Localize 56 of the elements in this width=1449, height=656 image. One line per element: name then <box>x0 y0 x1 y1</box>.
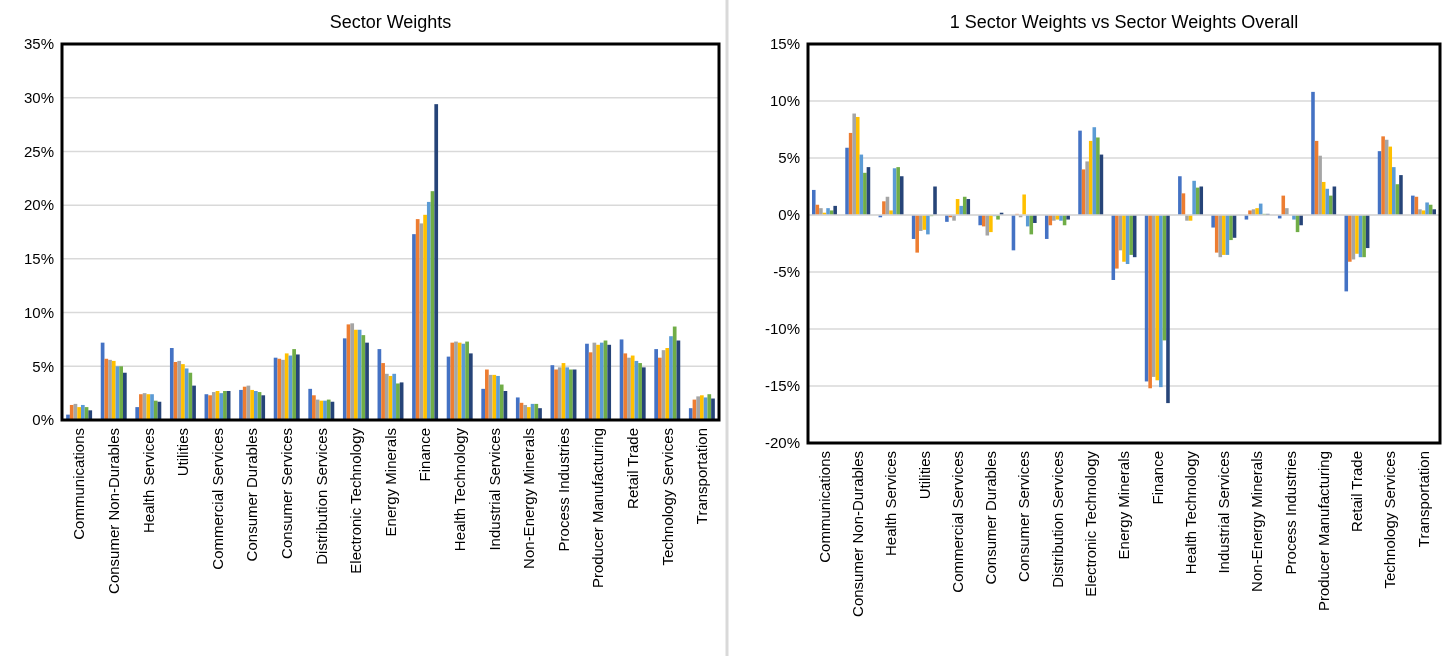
x-tick-label: Transportation <box>1414 451 1432 548</box>
x-tick-label: Energy Minerals <box>381 428 399 537</box>
x-tick-label: Process Industries <box>1281 451 1299 575</box>
x-tick-label: Producer Manufacturing <box>589 428 607 589</box>
x-tick-label: Commercial Services <box>948 451 966 593</box>
x-tick-label: Consumer Non-Durables <box>104 428 122 594</box>
x-tick-label: Communications <box>815 451 833 563</box>
x-tick-label: Non-Energy Minerals <box>1248 451 1266 592</box>
x-tick-label: Health Technology <box>1181 450 1199 575</box>
x-tick-label: Producer Manufacturing <box>1314 451 1332 612</box>
x-tick-label: Health Services <box>139 428 157 534</box>
x-tick-label: Health Services <box>882 451 900 557</box>
y-tick-label: 5% <box>778 149 800 167</box>
x-tick-label: Consumer Services <box>1015 451 1033 582</box>
x-tick-label: Finance <box>1148 451 1166 505</box>
x-tick-label: Communications <box>70 428 88 540</box>
y-tick-label: 0% <box>778 206 800 224</box>
y-tick-label: 10% <box>23 303 54 321</box>
y-tick-label: -10% <box>764 320 800 338</box>
x-tick-label: Energy Minerals <box>1115 451 1133 560</box>
x-tick-label: Commercial Services <box>208 428 226 570</box>
x-tick-label: Retail Trade <box>1348 451 1366 532</box>
x-tick-label: Technology Services <box>1381 451 1399 589</box>
x-tick-label: Consumer Durables <box>243 428 261 562</box>
x-tick-label: Consumer Non-Durables <box>849 451 866 617</box>
x-tick-label: Retail Trade <box>623 428 641 509</box>
y-tick-label: 35% <box>23 35 54 53</box>
y-tick-label: -5% <box>773 263 800 281</box>
y-tick-label: 0% <box>32 411 54 429</box>
x-tick-label: Finance <box>416 428 434 482</box>
x-tick-label: Utilities <box>174 428 192 477</box>
x-tick-label: Electronic Technology <box>1081 450 1099 597</box>
x-tick-label: Consumer Durables <box>982 451 1000 585</box>
x-tick-label: Consumer Services <box>277 428 295 559</box>
y-tick-label: -15% <box>764 377 800 395</box>
y-tick-label: 15% <box>23 250 54 268</box>
y-tick-label: 5% <box>32 357 54 375</box>
x-tick-label: Distribution Services <box>312 428 330 565</box>
y-tick-label: 20% <box>23 196 54 214</box>
y-tick-label: 30% <box>23 88 54 106</box>
y-tick-label: 10% <box>769 92 800 110</box>
x-tick-label: Transportation <box>693 428 711 525</box>
y-tick-label: 25% <box>23 142 54 160</box>
chart-title: Sector Weights <box>329 12 452 32</box>
x-tick-label: Health Technology <box>450 427 468 552</box>
y-tick-label: 15% <box>769 35 800 53</box>
y-tick-label: -20% <box>764 434 800 452</box>
x-tick-label: Distribution Services <box>1048 451 1066 588</box>
x-tick-label: Utilities <box>915 451 933 500</box>
x-tick-label: Technology Services <box>658 428 676 566</box>
x-tick-label: Process Industries <box>554 428 572 552</box>
x-tick-label: Non-Energy Minerals <box>520 428 538 569</box>
x-tick-label: Industrial Services <box>485 428 503 551</box>
chart-title: 1 Sector Weights vs Sector Weights Overall <box>949 12 1299 32</box>
x-tick-label: Industrial Services <box>1215 451 1233 574</box>
x-tick-label: Electronic Technology <box>347 427 365 574</box>
